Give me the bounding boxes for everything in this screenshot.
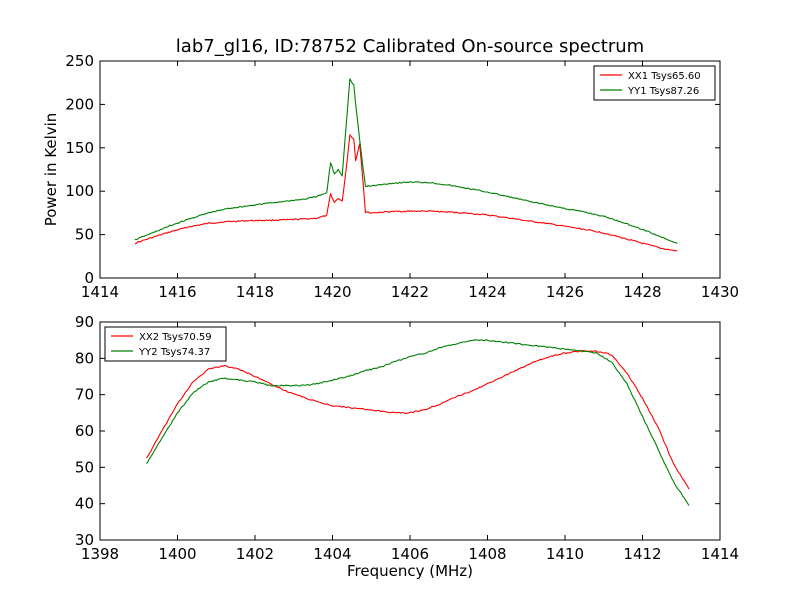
x-tick-label: 1426: [546, 283, 584, 301]
y-tick-label: 150: [65, 139, 94, 157]
x-tick-label: 1410: [546, 545, 584, 563]
x-tick-label: 1404: [313, 545, 351, 563]
x-tick-label: 1420: [313, 283, 351, 301]
legend-label: XX2 Tsys70.59: [139, 332, 212, 343]
series-line-yy: [146, 339, 690, 506]
legend: XX1 Tsys65.60 YY1 Tsys87.26: [593, 65, 716, 101]
series-line-yy: [134, 78, 678, 244]
x-tick-label: 1412: [623, 545, 661, 563]
x-tick-label: 1422: [391, 283, 429, 301]
series-line-xx: [146, 349, 690, 490]
y-axis-label: Power in Kelvin: [42, 113, 60, 227]
y-tick-label: 90: [75, 313, 94, 331]
x-axis-label: Frequency (MHz): [347, 562, 473, 580]
x-tick-label: 1418: [236, 283, 274, 301]
legend: XX2 Tsys70.59 YY2 Tsys74.37: [104, 326, 227, 362]
y-tick-label: 0: [84, 269, 94, 287]
x-tick-label: 1416: [158, 283, 196, 301]
y-tick-label: 50: [75, 226, 94, 244]
legend-label: XX1 Tsys65.60: [628, 71, 701, 82]
top-plot-panel: 1414 1416 1418 1420 1422 1424 1426 1428 1430 0 50 1…: [42, 52, 739, 301]
y-tick-label: 30: [75, 531, 94, 549]
y-tick-label: 80: [75, 349, 94, 367]
y-tick-label: 200: [65, 95, 94, 113]
legend-box: [104, 326, 227, 362]
x-tick-label: 1406: [391, 545, 429, 563]
x-tick-label: 1424: [468, 283, 506, 301]
x-tick-label: 1398: [81, 545, 119, 563]
bottom-plot-panel: 1398 1400 1402 1404 1406 1408 1410 1412 1414 30 40…: [75, 313, 739, 580]
y-tick-label: 100: [65, 182, 94, 200]
y-tick-label: 250: [65, 52, 94, 70]
x-tick-label: 1430: [701, 283, 739, 301]
legend-label: YY2 Tsys74.37: [138, 347, 210, 358]
y-tick-label: 70: [75, 386, 94, 404]
y-tick-label: 60: [75, 422, 94, 440]
legend-label: YY1 Tsys87.26: [627, 86, 699, 97]
legend-box: [593, 65, 716, 101]
x-tick-label: 1400: [158, 545, 196, 563]
x-tick-label: 1414: [81, 283, 119, 301]
x-tick-label: 1414: [701, 545, 739, 563]
x-tick-label: 1428: [623, 283, 661, 301]
y-tick-label: 40: [75, 495, 94, 513]
y-tick-label: 50: [75, 458, 94, 476]
figure-title: lab7_gl16, ID:78752 Calibrated On-source…: [176, 36, 644, 57]
x-tick-label: 1402: [236, 545, 274, 563]
series-line-xx: [134, 134, 678, 252]
x-tick-label: 1408: [468, 545, 506, 563]
